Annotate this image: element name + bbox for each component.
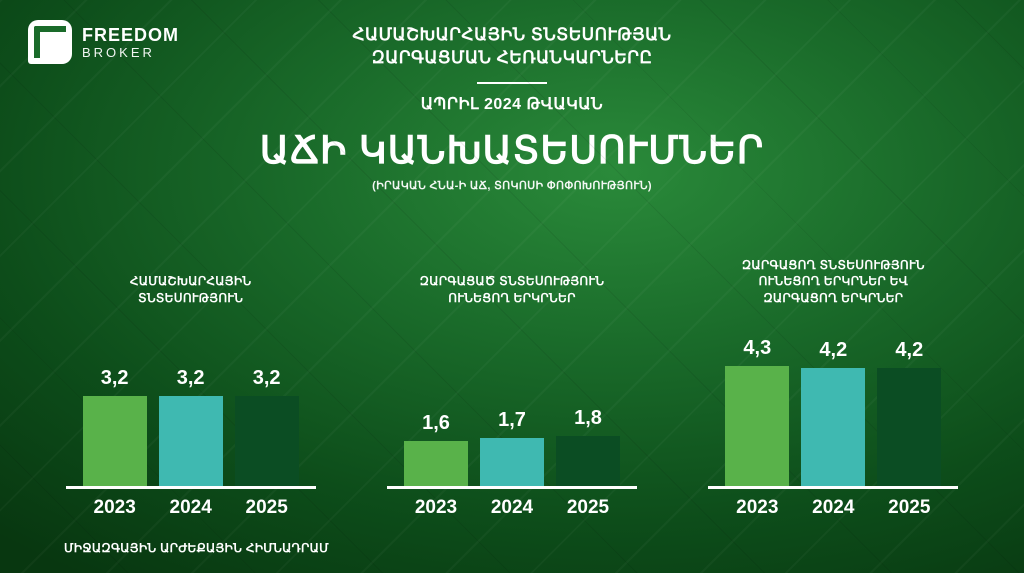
bar-value-label: 4,2 xyxy=(895,339,923,362)
x-label: 2024 xyxy=(480,497,544,519)
bar-wrap: 3,2 xyxy=(83,367,147,486)
bar-value-label: 1,8 xyxy=(574,407,602,430)
bar-value-label: 1,6 xyxy=(422,412,450,435)
bar-wrap: 3,2 xyxy=(235,367,299,486)
bar xyxy=(725,366,789,486)
bar-wrap: 4,3 xyxy=(725,337,789,486)
bar-wrap: 1,8 xyxy=(556,407,620,486)
x-label: 2025 xyxy=(235,497,299,519)
x-label: 2023 xyxy=(404,497,468,519)
chart-title: ԶԱՐԳԱՑՈՂ ՏՆՏԵՍՈՒԹՅՈՒՆ ՈՒՆԵՑՈՂ ԵՐԿՐՆԵՐ ԵՎ… xyxy=(742,259,925,307)
brand-logo-text: FREEDOM BROKER xyxy=(82,26,179,59)
x-label: 2024 xyxy=(159,497,223,519)
subtitle: (ԻՐԱԿԱՆ ՀՆԱ-Ի ԱՃ, ՏՈԿՈՍԻ ՓՈՓՈԽՈՒԹՅՈՒՆ) xyxy=(0,179,1024,192)
bar-wrap: 1,6 xyxy=(404,412,468,486)
x-label: 2023 xyxy=(83,497,147,519)
chart-title: ՀԱՄԱՇԽԱՐՀԱՅԻՆ ՏՆՏԵՍՈՒԹՅՈՒՆ xyxy=(130,259,252,307)
bar xyxy=(404,441,468,486)
page-title: ԱՃԻ ԿԱՆԽԱՏԵՍՈՒՄՆԵՐ xyxy=(0,128,1024,173)
x-axis: 2023 2024 2025 xyxy=(708,497,958,519)
bar-value-label: 1,7 xyxy=(498,409,526,432)
bar xyxy=(83,396,147,486)
chart-plot: 3,2 3,2 3,2 xyxy=(66,319,316,489)
bar xyxy=(801,368,865,486)
bar xyxy=(159,396,223,486)
x-label: 2024 xyxy=(801,497,865,519)
chart-plot: 1,6 1,7 1,8 xyxy=(387,319,637,489)
footer-source: ՄԻՋԱԶԳԱՅԻՆ ԱՐԺԵՔԱՅԻՆ ՀԻՄՆԱԴՐԱՄ xyxy=(64,541,329,555)
x-axis: 2023 2024 2025 xyxy=(66,497,316,519)
date: ԱՊՐԻԼ 2024 ԹՎԱԿԱՆ xyxy=(0,94,1024,114)
chart-title: ԶԱՐԳԱՑԱԾ ՏՆՏԵՍՈՒԹՅՈՒՆ ՈՒՆԵՑՈՂ ԵՐԿՐՆԵՐ xyxy=(420,259,605,307)
bar xyxy=(556,436,620,486)
charts-row: ՀԱՄԱՇԽԱՐՀԱՅԻՆ ՏՆՏԵՍՈՒԹՅՈՒՆ3,23,23,220232… xyxy=(40,259,984,519)
bar-value-label: 3,2 xyxy=(101,367,129,390)
bar-wrap: 4,2 xyxy=(877,339,941,486)
chart: ԶԱՐԳԱՑԱԾ ՏՆՏԵՍՈՒԹՅՈՒՆ ՈՒՆԵՑՈՂ ԵՐԿՐՆԵՐ 1,6… xyxy=(361,259,662,519)
bar-value-label: 3,2 xyxy=(253,367,281,390)
bar-wrap: 3,2 xyxy=(159,367,223,486)
bar-value-label: 4,2 xyxy=(819,339,847,362)
chart: ՀԱՄԱՇԽԱՐՀԱՅԻՆ ՏՆՏԵՍՈՒԹՅՈՒՆ3,23,23,220232… xyxy=(40,259,341,519)
brand-line1: FREEDOM xyxy=(82,26,179,44)
divider xyxy=(477,82,547,84)
x-label: 2025 xyxy=(556,497,620,519)
bar xyxy=(480,438,544,486)
bar-wrap: 4,2 xyxy=(801,339,865,486)
x-label: 2023 xyxy=(725,497,789,519)
brand-logo: FREEDOM BROKER xyxy=(28,20,179,64)
bar-value-label: 4,3 xyxy=(743,337,771,360)
bar xyxy=(877,368,941,486)
chart: ԶԱՐԳԱՑՈՂ ՏՆՏԵՍՈՒԹՅՈՒՆ ՈՒՆԵՑՈՂ ԵՐԿՐՆԵՐ ԵՎ… xyxy=(683,259,984,519)
page: FREEDOM BROKER ՀԱՄԱՇԽԱՐՀԱՅԻՆ ՏՆՏԵՍՈՒԹՅԱՆ… xyxy=(0,0,1024,573)
chart-plot: 4,3 4,2 4,2 xyxy=(708,319,958,489)
x-axis: 2023 2024 2025 xyxy=(387,497,637,519)
brand-logo-mark xyxy=(28,20,72,64)
x-label: 2025 xyxy=(877,497,941,519)
bar-wrap: 1,7 xyxy=(480,409,544,486)
bar-value-label: 3,2 xyxy=(177,367,205,390)
bar xyxy=(235,396,299,486)
brand-line2: BROKER xyxy=(82,46,179,59)
